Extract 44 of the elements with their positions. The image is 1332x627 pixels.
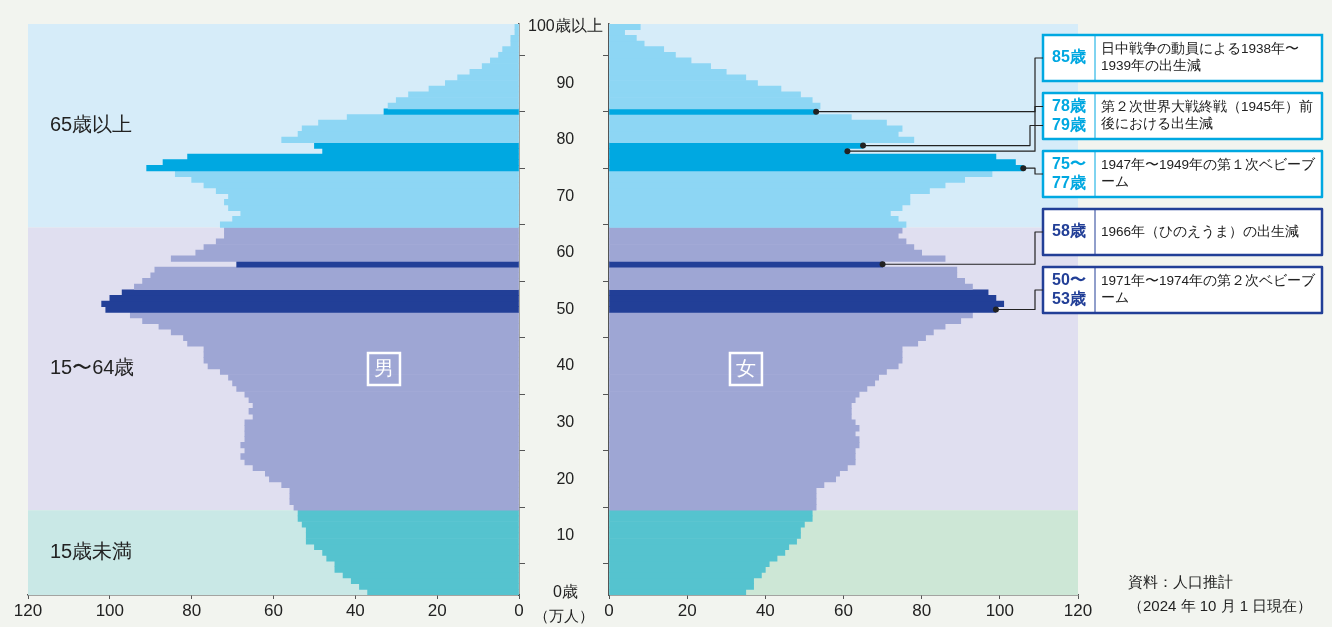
annotation: 79歳 (1052, 115, 1086, 133)
x-tick-label: 80 (912, 600, 932, 620)
x-tick-label: 20 (677, 600, 697, 620)
x-tick-label: 100 (95, 600, 125, 620)
x-tick-label: 40 (755, 600, 775, 620)
y-tick-label: 90 (556, 73, 575, 91)
band-label: 15歳未満 (50, 540, 133, 563)
y-tick-label: 20 (556, 469, 575, 487)
annotation: 78歳 (1052, 96, 1086, 114)
y-tick-label: 100歳以上 (528, 17, 603, 35)
x-tick-label: 60 (834, 600, 853, 620)
text: 資料：人口推計 (1128, 573, 1233, 591)
band-label: 15〜64歳 (50, 356, 135, 379)
x-tick-label: 120 (13, 600, 43, 620)
y-tick-label: 0歳 (552, 582, 578, 600)
y-tick-label: 30 (556, 412, 575, 430)
x-tick-label: 0 (604, 600, 614, 620)
annotation: 50〜53歳 (1052, 270, 1086, 307)
y-tick-label: 50 (556, 299, 575, 317)
text: 女 (735, 357, 756, 380)
x-tick-label: 40 (345, 600, 365, 620)
y-tick-label: 80 (556, 130, 575, 148)
y-tick-label: 70 (556, 186, 575, 204)
text: 日中戦争の動員による1938年〜1939年の出生減 (1101, 41, 1300, 74)
x-tick-label: 80 (182, 600, 202, 620)
x-tick-label: 60 (264, 600, 283, 620)
text: 1971年〜1974年の第２次ベビーブーム (1101, 273, 1317, 306)
text: 1966年（ひのえうま）の出生減 (1101, 223, 1300, 239)
text: 1947年〜1949年の第１次ベビーブーム (1101, 157, 1317, 190)
annotation: 58歳 (1052, 222, 1086, 240)
x-tick-label: 120 (1063, 600, 1093, 620)
text: 男 (373, 357, 394, 380)
annotation: 75〜77歳 (1052, 154, 1086, 191)
text: （2024 年 10 月 1 日現在） (1128, 597, 1313, 615)
y-tick-label: 40 (556, 356, 575, 374)
x-tick-label: 0 (514, 600, 524, 620)
x-axis-title: （万人） (534, 607, 594, 625)
y-tick-label: 10 (556, 526, 575, 544)
band-label: 65歳以上 (50, 113, 133, 136)
text: 第２次世界大戦終戦（1945年）前後における出生減 (1101, 99, 1314, 132)
y-tick-label: 60 (556, 243, 575, 261)
x-tick-label: 100 (985, 600, 1015, 620)
annotation: 85歳 (1052, 48, 1086, 66)
x-tick-label: 20 (427, 600, 447, 620)
